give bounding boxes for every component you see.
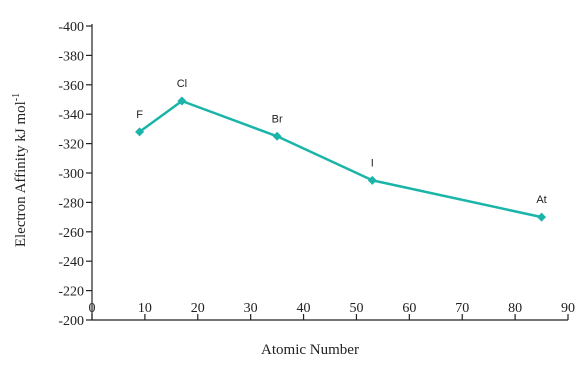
data-point-label: I [371, 157, 374, 169]
point-labels: F Cl Br I At [136, 78, 547, 206]
data-point-label: Br [272, 113, 283, 125]
x-tick-label: 40 [297, 301, 311, 316]
x-tick-label: 20 [191, 301, 205, 316]
x-tick-label: 0 [89, 301, 96, 316]
y-tick-label: -240 [58, 255, 84, 270]
data-point-label: Cl [177, 78, 187, 90]
y-tick-label: -380 [58, 49, 84, 64]
x-tick-label: 10 [138, 301, 152, 316]
y-axis-label-main: Electron Affinity kJ mol [13, 101, 29, 247]
x-ticks: 0 10 20 30 40 50 60 70 80 90 [89, 301, 575, 320]
x-tick-label: 60 [402, 301, 416, 316]
y-tick-label: -300 [58, 167, 84, 182]
x-axis-label: Atomic Number [261, 342, 359, 358]
data-point-label: At [536, 194, 546, 206]
data-point-label: F [136, 109, 143, 121]
series-line [138, 99, 542, 219]
y-tick-label: -400 [58, 20, 84, 35]
y-tick-label: -200 [58, 314, 84, 329]
y-tick-label: -220 [58, 285, 84, 300]
axes [91, 24, 568, 321]
series [135, 96, 547, 222]
data-point-marker [537, 212, 547, 222]
y-ticks: -400 -380 -360 -340 -320 -300 -280 -260 -240 -220… [58, 20, 92, 329]
data-point-marker [367, 175, 377, 185]
data-point-marker [135, 127, 145, 137]
data-point-marker [272, 131, 282, 141]
x-tick-label: 30 [244, 301, 258, 316]
y-tick-label: -280 [58, 196, 84, 211]
data-point-marker [177, 96, 187, 106]
x-tick-label: 80 [508, 301, 522, 316]
y-axis-label: Electron Affinity kJ mol-1 [11, 93, 29, 247]
x-tick-label: 90 [561, 301, 575, 316]
y-tick-label: -260 [58, 226, 84, 241]
y-tick-label: -320 [58, 138, 84, 153]
y-tick-label: -340 [58, 108, 84, 123]
x-tick-label: 70 [455, 301, 469, 316]
y-tick-label: -360 [58, 79, 84, 94]
x-tick-label: 50 [349, 301, 363, 316]
y-axis-label-superscript: -1 [11, 93, 22, 101]
